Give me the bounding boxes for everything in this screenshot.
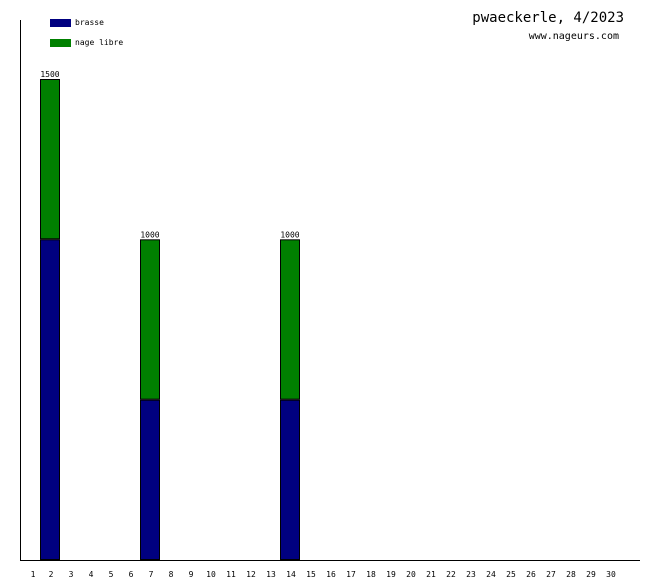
x-tick-label-5: 5 <box>109 570 114 579</box>
bar-total-label-day-2: 1500 <box>40 70 59 79</box>
legend-item-brasse: brasse <box>50 18 104 27</box>
x-tick-label-4: 4 <box>89 570 94 579</box>
x-tick-label-12: 12 <box>246 570 256 579</box>
x-tick-label-14: 14 <box>286 570 296 579</box>
bar-nage-libre-day-2 <box>40 79 60 240</box>
x-tick-label-18: 18 <box>366 570 376 579</box>
x-tick-label-8: 8 <box>169 570 174 579</box>
bar-nage-libre-day-7 <box>140 239 160 400</box>
x-tick-label-28: 28 <box>566 570 576 579</box>
x-tick-label-13: 13 <box>266 570 276 579</box>
x-tick-label-6: 6 <box>129 570 134 579</box>
legend-label-brasse: brasse <box>75 18 104 27</box>
x-tick-label-10: 10 <box>206 570 216 579</box>
x-tick-label-17: 17 <box>346 570 356 579</box>
x-tick-label-2: 2 <box>49 570 54 579</box>
x-tick-label-23: 23 <box>466 570 476 579</box>
x-tick-label-9: 9 <box>189 570 194 579</box>
bar-brasse-day-14 <box>280 399 300 560</box>
x-tick-label-24: 24 <box>486 570 496 579</box>
x-tick-label-1: 1 <box>31 570 36 579</box>
x-tick-label-11: 11 <box>226 570 236 579</box>
x-tick-label-15: 15 <box>306 570 316 579</box>
x-tick-label-19: 19 <box>386 570 396 579</box>
x-tick-label-22: 22 <box>446 570 456 579</box>
chart-subtitle: www.nageurs.com <box>528 31 619 42</box>
x-tick-label-26: 26 <box>526 570 536 579</box>
x-tick-label-16: 16 <box>326 570 336 579</box>
legend-swatch-nage-libre <box>50 38 71 47</box>
chart-title: pwaeckerle, 4/2023 <box>472 10 624 26</box>
x-tick-label-25: 25 <box>506 570 516 579</box>
bar-total-label-day-14: 1000 <box>280 230 299 239</box>
bar-brasse-day-2 <box>40 239 60 560</box>
bar-nage-libre-day-14 <box>280 239 300 400</box>
legend-item-nage-libre: nage libre <box>50 38 123 47</box>
bar-brasse-day-7 <box>140 399 160 560</box>
x-tick-label-20: 20 <box>406 570 416 579</box>
x-tick-label-3: 3 <box>69 570 74 579</box>
legend-label-nage-libre: nage libre <box>75 38 124 47</box>
x-tick-label-29: 29 <box>586 570 596 579</box>
x-tick-label-27: 27 <box>546 570 556 579</box>
legend-swatch-brasse <box>50 18 71 27</box>
bar-total-label-day-7: 1000 <box>140 230 159 239</box>
x-tick-label-30: 30 <box>606 570 616 579</box>
x-tick-label-21: 21 <box>426 570 436 579</box>
x-tick-label-7: 7 <box>149 570 154 579</box>
